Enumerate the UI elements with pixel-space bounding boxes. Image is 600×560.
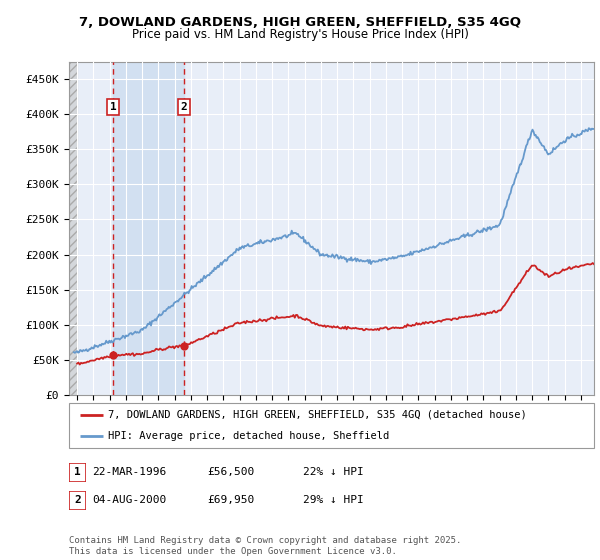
Text: 2: 2 — [181, 102, 188, 112]
Text: 04-AUG-2000: 04-AUG-2000 — [92, 494, 166, 505]
Text: 22-MAR-1996: 22-MAR-1996 — [92, 466, 166, 477]
Text: 22% ↓ HPI: 22% ↓ HPI — [303, 466, 364, 477]
Text: 2: 2 — [74, 495, 81, 505]
FancyBboxPatch shape — [69, 403, 594, 448]
Text: £56,500: £56,500 — [207, 466, 254, 477]
Text: 1: 1 — [110, 102, 116, 112]
Text: 7, DOWLAND GARDENS, HIGH GREEN, SHEFFIELD, S35 4GQ: 7, DOWLAND GARDENS, HIGH GREEN, SHEFFIEL… — [79, 16, 521, 29]
Text: 7, DOWLAND GARDENS, HIGH GREEN, SHEFFIELD, S35 4GQ (detached house): 7, DOWLAND GARDENS, HIGH GREEN, SHEFFIEL… — [109, 410, 527, 420]
Text: Contains HM Land Registry data © Crown copyright and database right 2025.
This d: Contains HM Land Registry data © Crown c… — [69, 536, 461, 556]
Text: 1: 1 — [74, 467, 81, 477]
Text: £69,950: £69,950 — [207, 494, 254, 505]
Bar — [69, 62, 77, 395]
Text: HPI: Average price, detached house, Sheffield: HPI: Average price, detached house, Shef… — [109, 431, 389, 441]
Bar — [113, 62, 184, 395]
FancyBboxPatch shape — [69, 491, 86, 510]
FancyBboxPatch shape — [69, 463, 86, 482]
Text: 29% ↓ HPI: 29% ↓ HPI — [303, 494, 364, 505]
Text: Price paid vs. HM Land Registry's House Price Index (HPI): Price paid vs. HM Land Registry's House … — [131, 28, 469, 41]
Bar — [69, 62, 77, 395]
